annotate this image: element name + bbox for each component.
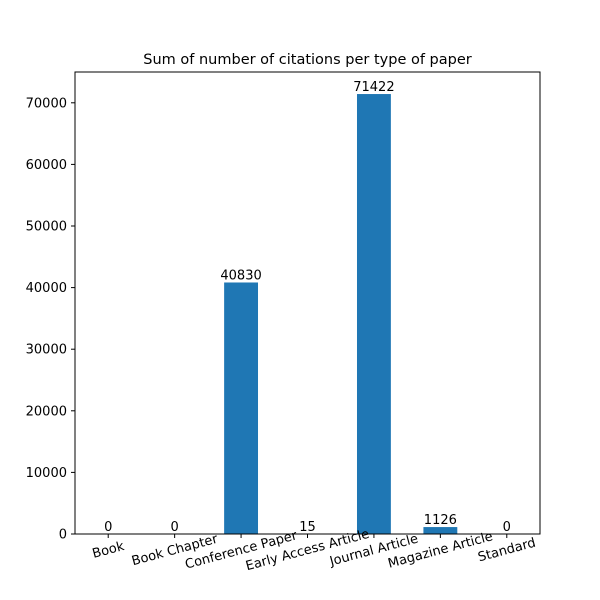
bar-5 — [423, 527, 458, 534]
x-tick-label-0: Book — [91, 539, 127, 562]
y-tick-label-6: 60000 — [26, 158, 67, 173]
data-labels-layer: 0 0 40830 15 71422 1126 0 — [104, 80, 511, 535]
bars-layer — [224, 94, 458, 535]
data-label-5: 1126 — [424, 513, 457, 528]
bar-2 — [224, 282, 259, 534]
chart-title: Sum of number of citations per type of p… — [143, 52, 472, 68]
bar-4 — [356, 94, 391, 535]
data-label-2: 40830 — [220, 268, 261, 283]
y-axis: 0 10000 20000 30000 40000 50000 60000 70000 — [26, 96, 75, 543]
data-label-0: 0 — [104, 520, 112, 535]
axes-frame — [74, 71, 541, 535]
y-tick-label-1: 10000 — [26, 466, 67, 481]
data-label-1: 0 — [171, 520, 179, 535]
data-label-4: 71422 — [353, 80, 394, 95]
y-tick-label-5: 50000 — [26, 220, 67, 235]
y-tick-label-2: 20000 — [26, 404, 67, 419]
y-tick-label-4: 40000 — [26, 281, 67, 296]
data-label-6: 0 — [503, 520, 511, 535]
y-tick-label-3: 30000 — [26, 343, 67, 358]
y-tick-label-7: 70000 — [26, 96, 67, 111]
y-tick-label-0: 0 — [59, 528, 67, 543]
data-label-3: 15 — [299, 520, 316, 535]
